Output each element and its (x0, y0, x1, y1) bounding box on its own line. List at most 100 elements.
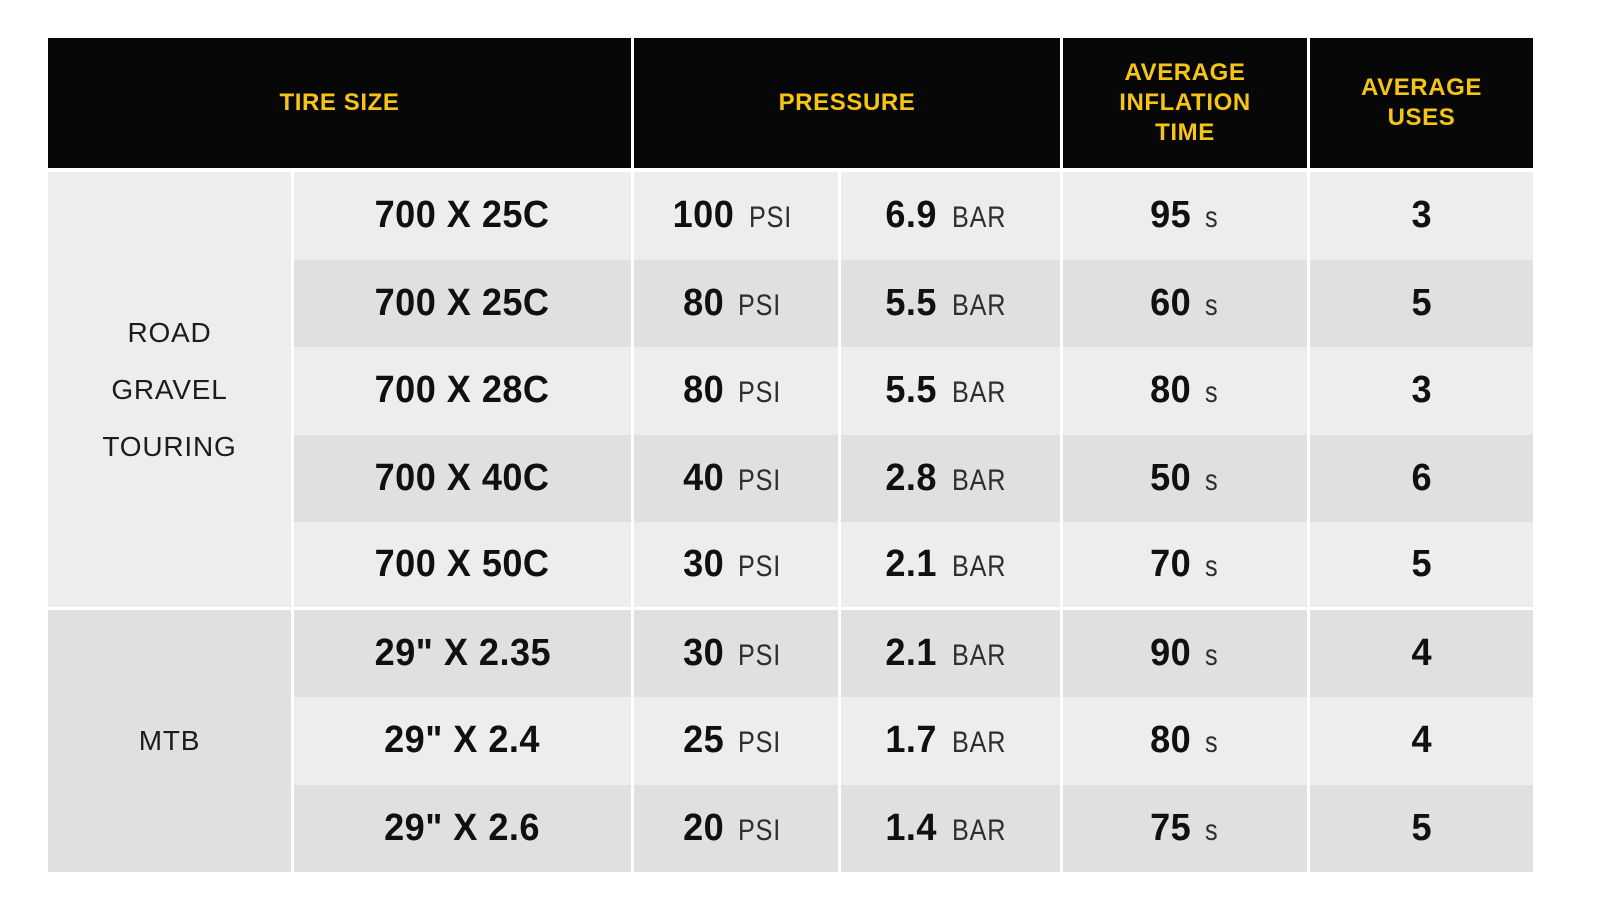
uses-value: 5 (1411, 542, 1432, 585)
seconds-unit: s (1205, 376, 1219, 410)
header-avg-inflation-time: AVERAGE INFLATION TIME (1063, 38, 1307, 172)
uses-cell: 5 (1310, 259, 1533, 347)
psi-cell: 30 PSI (634, 522, 838, 610)
category-cell: MTB (48, 609, 291, 872)
bar-value: 2.1 (885, 542, 938, 585)
uses-cell: 3 (1310, 172, 1533, 260)
psi-unit: PSI (738, 638, 782, 672)
psi-cell: 100 PSI (634, 172, 838, 260)
header-avg-uses: AVERAGE USES (1310, 38, 1533, 172)
tire-size-cell: 700 X 25C (294, 172, 631, 260)
inflation-time-value: 80 (1149, 719, 1192, 762)
psi-unit: PSI (738, 549, 782, 583)
bar-cell: 2.1 BAR (841, 609, 1060, 697)
psi-unit: PSI (738, 463, 782, 497)
psi-value: 40 (683, 456, 725, 499)
tire-size-value: 700 X 40C (375, 456, 550, 499)
tire-size-cell: 29" X 2.35 (294, 609, 631, 697)
tire-size-cell: 29" X 2.4 (294, 697, 631, 785)
psi-unit: PSI (738, 288, 782, 322)
psi-value: 30 (683, 542, 725, 585)
psi-cell: 80 PSI (634, 259, 838, 347)
psi-value: 80 (683, 369, 725, 412)
uses-value: 4 (1411, 719, 1432, 762)
inflation-time-value: 95 (1149, 194, 1192, 237)
uses-cell: 3 (1310, 347, 1533, 435)
bar-cell: 2.1 BAR (841, 522, 1060, 610)
uses-value: 6 (1411, 456, 1432, 499)
tire-size-cell: 700 X 28C (294, 347, 631, 435)
bar-unit: BAR (951, 201, 1007, 235)
tire-size-cell: 700 X 40C (294, 434, 631, 522)
header-tire-size: TIRE SIZE (48, 38, 631, 172)
inflation-time-cell: 50 s (1063, 434, 1307, 522)
bar-cell: 1.4 BAR (841, 784, 1060, 872)
tire-size-cell: 29" X 2.6 (294, 784, 631, 872)
seconds-unit: s (1205, 813, 1219, 847)
bar-unit: BAR (951, 726, 1007, 760)
uses-value: 3 (1411, 369, 1432, 412)
inflation-time-value: 90 (1149, 631, 1192, 674)
uses-cell: 4 (1310, 609, 1533, 697)
psi-cell: 30 PSI (634, 609, 838, 697)
inflation-time-value: 60 (1149, 281, 1192, 324)
uses-value: 5 (1411, 806, 1432, 849)
psi-value: 100 (672, 194, 735, 237)
inflation-time-cell: 60 s (1063, 259, 1307, 347)
bar-cell: 6.9 BAR (841, 172, 1060, 260)
psi-value: 20 (683, 806, 725, 849)
bar-unit: BAR (951, 376, 1007, 410)
uses-value: 4 (1411, 631, 1432, 674)
tire-size-value: 29" X 2.35 (374, 631, 551, 674)
bar-value: 5.5 (885, 281, 938, 324)
psi-cell: 20 PSI (634, 784, 838, 872)
tire-size-value: 29" X 2.6 (384, 806, 541, 849)
inflation-time-cell: 80 s (1063, 347, 1307, 435)
psi-cell: 80 PSI (634, 347, 838, 435)
seconds-unit: s (1205, 638, 1219, 672)
bar-unit: BAR (951, 288, 1007, 322)
uses-value: 3 (1411, 194, 1432, 237)
psi-cell: 40 PSI (634, 434, 838, 522)
bar-unit: BAR (951, 638, 1007, 672)
inflation-time-cell: 80 s (1063, 697, 1307, 785)
tire-size-cell: 700 X 50C (294, 522, 631, 610)
tire-size-cell: 700 X 25C (294, 259, 631, 347)
seconds-unit: s (1205, 201, 1219, 235)
uses-cell: 4 (1310, 697, 1533, 785)
bar-value: 2.8 (885, 456, 938, 499)
seconds-unit: s (1205, 288, 1219, 322)
uses-value: 5 (1411, 281, 1432, 324)
bar-value: 1.7 (885, 719, 938, 762)
psi-value: 80 (683, 281, 725, 324)
tire-size-value: 700 X 28C (375, 369, 550, 412)
bar-unit: BAR (951, 813, 1007, 847)
tire-size-value: 700 X 50C (375, 542, 550, 585)
psi-unit: PSI (749, 201, 793, 235)
inflation-time-cell: 75 s (1063, 784, 1307, 872)
tire-pressure-table: TIRE SIZE PRESSURE AVERAGE INFLATION TIM… (48, 38, 1533, 872)
seconds-unit: s (1205, 726, 1219, 760)
inflation-time-value: 80 (1149, 369, 1192, 412)
seconds-unit: s (1205, 463, 1219, 497)
psi-unit: PSI (738, 813, 782, 847)
inflation-time-value: 70 (1149, 542, 1192, 585)
inflation-time-value: 75 (1149, 806, 1192, 849)
bar-value: 5.5 (885, 369, 938, 412)
category-cell: ROAD GRAVEL TOURING (48, 172, 291, 610)
bar-cell: 2.8 BAR (841, 434, 1060, 522)
inflation-time-cell: 95 s (1063, 172, 1307, 260)
uses-cell: 5 (1310, 784, 1533, 872)
uses-cell: 5 (1310, 522, 1533, 610)
inflation-time-value: 50 (1149, 456, 1192, 499)
bar-value: 1.4 (885, 806, 938, 849)
psi-unit: PSI (738, 376, 782, 410)
psi-value: 30 (683, 631, 725, 674)
inflation-time-cell: 90 s (1063, 609, 1307, 697)
inflation-time-cell: 70 s (1063, 522, 1307, 610)
tire-size-value: 700 X 25C (375, 281, 550, 324)
bar-unit: BAR (951, 549, 1007, 583)
bar-value: 6.9 (885, 194, 938, 237)
tire-size-value: 29" X 2.4 (384, 719, 541, 762)
uses-cell: 6 (1310, 434, 1533, 522)
